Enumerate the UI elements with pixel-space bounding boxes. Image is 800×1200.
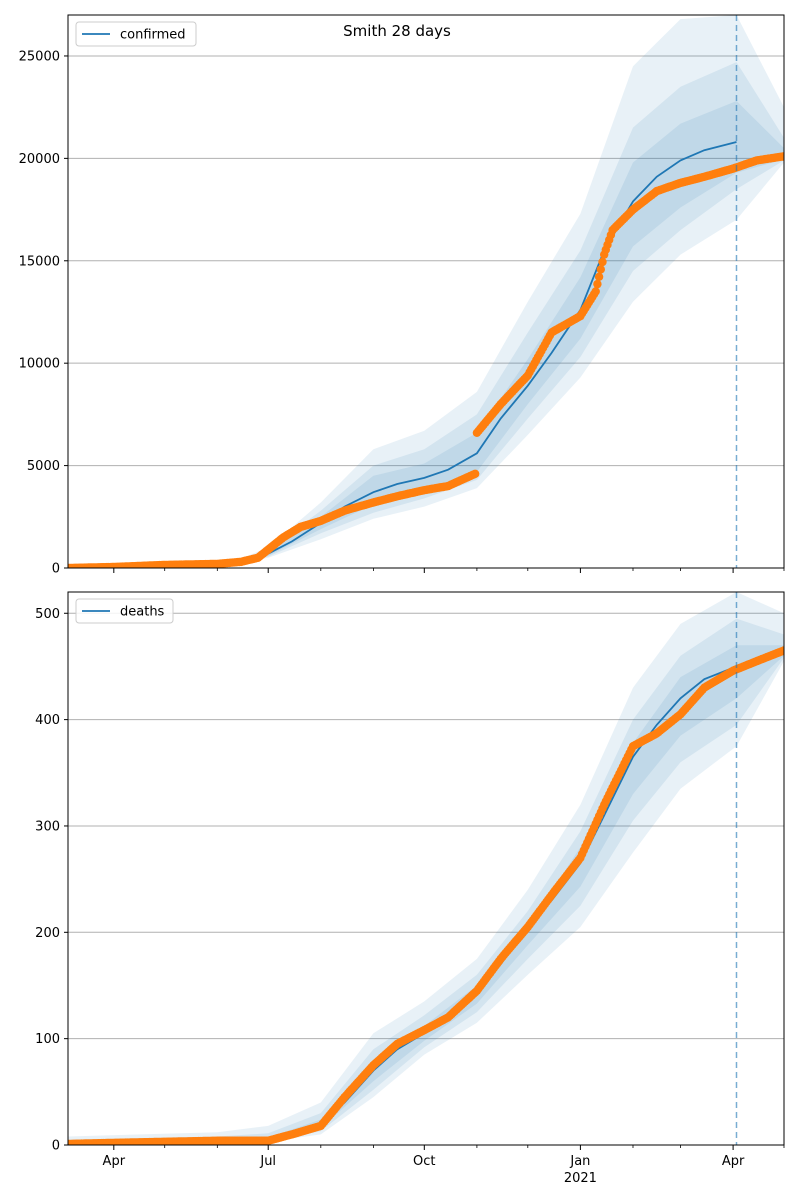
figure-title: Smith 28 days: [343, 22, 451, 40]
y-tick-label: 500: [35, 607, 60, 622]
y-tick-label: 20000: [19, 152, 60, 167]
x-tick-label: Jan: [569, 1154, 590, 1169]
uncertainty-band: [68, 592, 784, 1145]
legend-label: confirmed: [120, 28, 186, 43]
x-tick-label: Jul: [259, 1154, 276, 1169]
confirmed-panel: 0 5000 10000 15000 20000 25000 confirmed: [19, 14, 785, 577]
observed-point: [471, 469, 480, 478]
uncertainty-band: [68, 618, 784, 1144]
x-tick-label: Oct: [413, 1154, 435, 1169]
legend-label: deaths: [120, 605, 165, 620]
uncertainty-band: [232, 15, 784, 565]
observed-point: [779, 152, 784, 161]
observed-point: [598, 257, 607, 267]
legend-box: [75, 598, 174, 624]
y-tick-label: 5000: [27, 459, 60, 474]
y-tick-label: 0: [52, 1139, 60, 1154]
legend: deaths: [75, 598, 174, 624]
y-tick-label: 15000: [19, 254, 60, 269]
y-tick-label: 0: [52, 562, 60, 577]
observed-point: [593, 279, 602, 289]
x-tick-label: Apr: [722, 1154, 745, 1169]
y-tick-label: 100: [35, 1032, 60, 1047]
legend: confirmed: [75, 21, 197, 47]
x-tick-label: Apr: [103, 1154, 126, 1169]
plot-area: [68, 15, 784, 568]
deaths-panel: 0 100 200 300 400 500 Apr Jul Oct Jan 2021 Apr death…: [35, 591, 785, 1186]
axes-frame: [67, 591, 785, 1146]
observed-point: [594, 272, 604, 281]
y-tick-label: 400: [35, 713, 60, 728]
x-tick-sublabel: 2021: [564, 1171, 597, 1186]
observed-point: [596, 265, 605, 274]
legend-box: [75, 21, 197, 47]
y-tick-label: 300: [35, 819, 60, 834]
y-tick-label: 10000: [19, 357, 60, 372]
uncertainty-band: [68, 645, 784, 1144]
y-tick-label: 25000: [19, 49, 60, 64]
observed-point: [779, 646, 784, 655]
uncertainty-band: [232, 101, 784, 565]
observed-point: [591, 287, 600, 296]
axes-frame: [67, 14, 785, 569]
y-tick-label: 200: [35, 926, 60, 941]
plot-area: [68, 592, 784, 1145]
